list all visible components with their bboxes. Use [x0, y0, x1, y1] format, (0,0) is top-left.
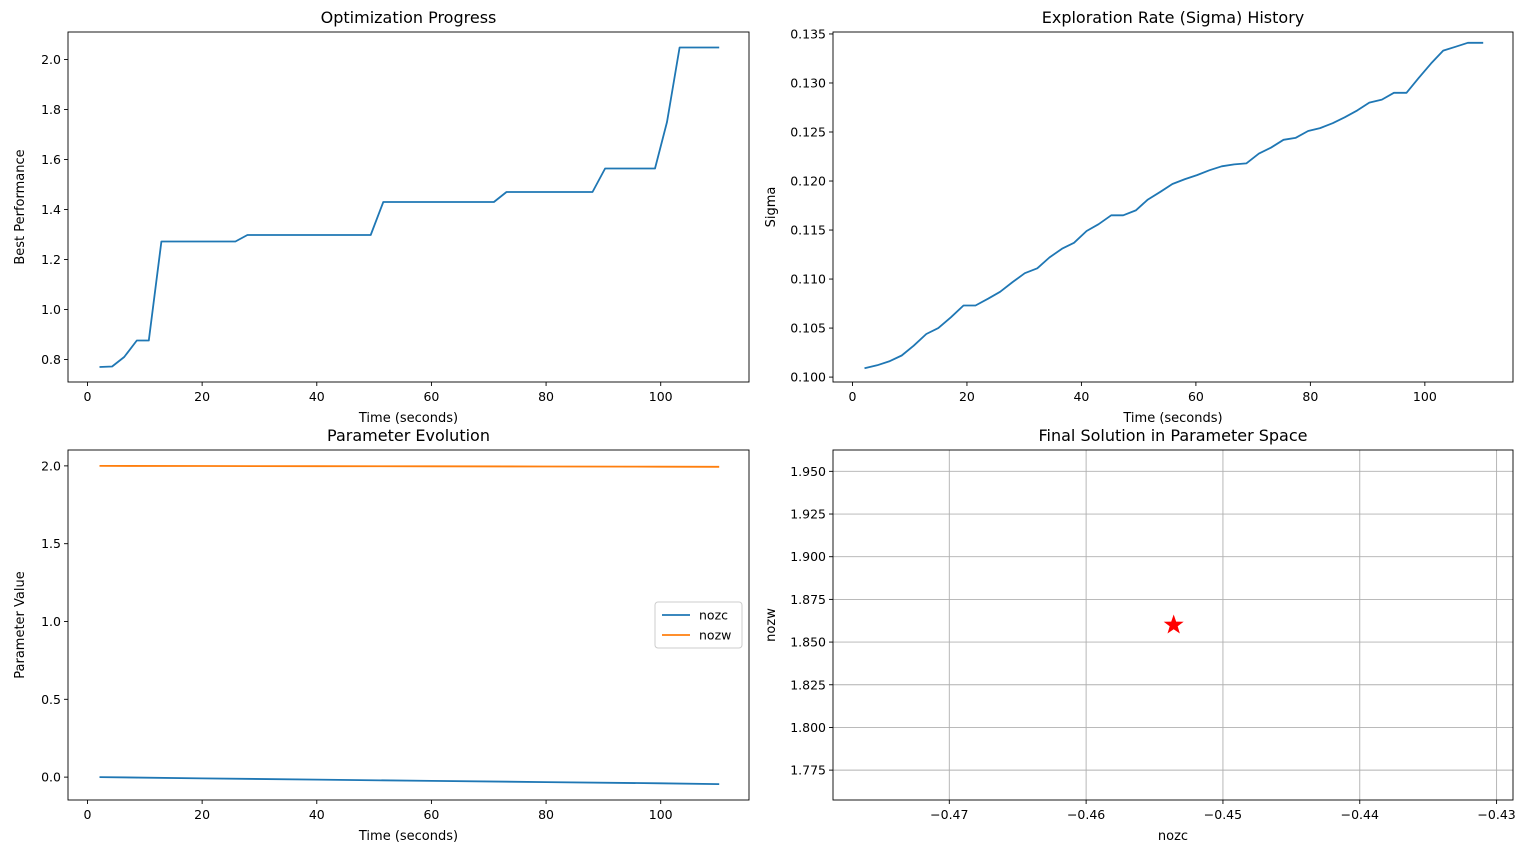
x-tick-label: 80	[1302, 389, 1318, 404]
x-axis-label: Time (seconds)	[358, 829, 458, 844]
chart-1: 0 20 40 60 80 100 0.8 1.0 1.2 1.4 1.6 1.8 2.0 Optimiz…	[13, 8, 750, 426]
x-tick-label: 60	[423, 807, 439, 822]
axes-frame	[832, 449, 1514, 801]
x-tick-label: 60	[1188, 389, 1204, 404]
legend: nozc nozw	[654, 601, 743, 649]
y-tick-label: 0.0	[41, 770, 61, 785]
x-tick-label: 20	[194, 807, 210, 822]
x-tick-label: 80	[538, 807, 554, 822]
axes-frame	[67, 449, 750, 801]
chart-title: Parameter Evolution	[327, 426, 490, 445]
series-line-1	[864, 41, 1484, 370]
legend-label-nozc: nozc	[699, 608, 728, 623]
x-tick-label: 40	[1073, 389, 1089, 404]
x-axis-label: nozc	[1158, 829, 1188, 844]
y-tick-label: 1.850	[790, 635, 826, 650]
y-tick-label: 1.4	[41, 202, 61, 217]
x-tick-label: 40	[309, 389, 325, 404]
y-tick-label: 0.5	[41, 692, 61, 707]
x-tick-label: −0.44	[1341, 807, 1379, 822]
chart-title: Final Solution in Parameter Space	[1039, 426, 1308, 445]
x-tick-label: 20	[959, 389, 975, 404]
y-tick-label: 0.120	[790, 174, 826, 189]
y-tick-label: 0.115	[790, 223, 826, 238]
x-tick-label: −0.45	[1204, 807, 1242, 822]
y-tick-label: 1.0	[41, 302, 61, 317]
x-tick-label: 100	[1413, 389, 1437, 404]
series-line-1	[99, 46, 720, 368]
y-tick-label: 0.105	[790, 321, 826, 336]
series-line-nozc	[99, 776, 720, 785]
y-tick-label: 1.2	[41, 252, 61, 267]
solution-star-marker	[1163, 614, 1184, 634]
x-tick-label: 60	[423, 389, 439, 404]
axes-frame	[832, 31, 1514, 383]
x-tick-label: 100	[649, 389, 673, 404]
y-tick-label: 0.110	[790, 272, 826, 287]
x-tick-label: 0	[84, 389, 92, 404]
y-tick-label: 1.900	[790, 549, 826, 564]
x-tick-label: −0.47	[930, 807, 968, 822]
y-axis-label: Best Performance	[13, 149, 28, 264]
x-tick-label: −0.43	[1477, 807, 1515, 822]
legend-label-nozw: nozw	[699, 628, 731, 643]
x-tick-label: 80	[538, 389, 554, 404]
legend-box	[654, 601, 743, 649]
y-tick-label: 1.825	[790, 677, 826, 692]
chart-3: 0 20 40 60 80 100 0.0 0.5 1.0 1.5 2.0 Parameter Evo…	[13, 426, 750, 844]
x-tick-label: 0	[84, 807, 92, 822]
chart-title: Optimization Progress	[321, 8, 497, 27]
chart-2: 0 20 40 60 80 100 0.100 0.105 0.110 0.115 0.120 0.1…	[764, 8, 1514, 426]
y-tick-label: 0.130	[790, 75, 826, 90]
x-tick-label: −0.46	[1067, 807, 1105, 822]
x-tick-label: 0	[848, 389, 856, 404]
chart-title: Exploration Rate (Sigma) History	[1042, 8, 1305, 27]
x-tick-label: 100	[649, 807, 673, 822]
y-tick-label: 0.135	[790, 26, 826, 41]
y-tick-label: 0.8	[41, 352, 61, 367]
x-axis-label: Time (seconds)	[1122, 411, 1222, 426]
y-axis-label: nozw	[764, 608, 779, 642]
x-axis-label: Time (seconds)	[358, 411, 458, 426]
x-tick-label: 40	[309, 807, 325, 822]
y-tick-label: 1.775	[790, 763, 826, 778]
y-tick-label: 1.925	[790, 507, 826, 522]
axes-frame	[67, 31, 750, 383]
y-tick-label: 1.875	[790, 592, 826, 607]
series-line-nozw	[99, 464, 720, 468]
y-tick-label: 1.6	[41, 152, 61, 167]
y-tick-label: 1.8	[41, 102, 61, 117]
y-tick-label: 1.0	[41, 614, 61, 629]
y-tick-label: 0.125	[790, 125, 826, 140]
y-axis-label: Sigma	[764, 187, 779, 228]
y-tick-label: 2.0	[41, 52, 61, 67]
y-tick-label: 0.100	[790, 370, 826, 385]
y-tick-label: 1.950	[790, 464, 826, 479]
y-tick-label: 2.0	[41, 458, 61, 473]
y-tick-label: 1.800	[790, 720, 826, 735]
y-tick-label: 1.5	[41, 536, 61, 551]
y-axis-label: Parameter Value	[13, 571, 28, 678]
chart-4: −0.47 −0.46 −0.45 −0.44 −0.43 1.775 1.800 1.825…	[764, 426, 1516, 844]
x-tick-label: 20	[194, 389, 210, 404]
